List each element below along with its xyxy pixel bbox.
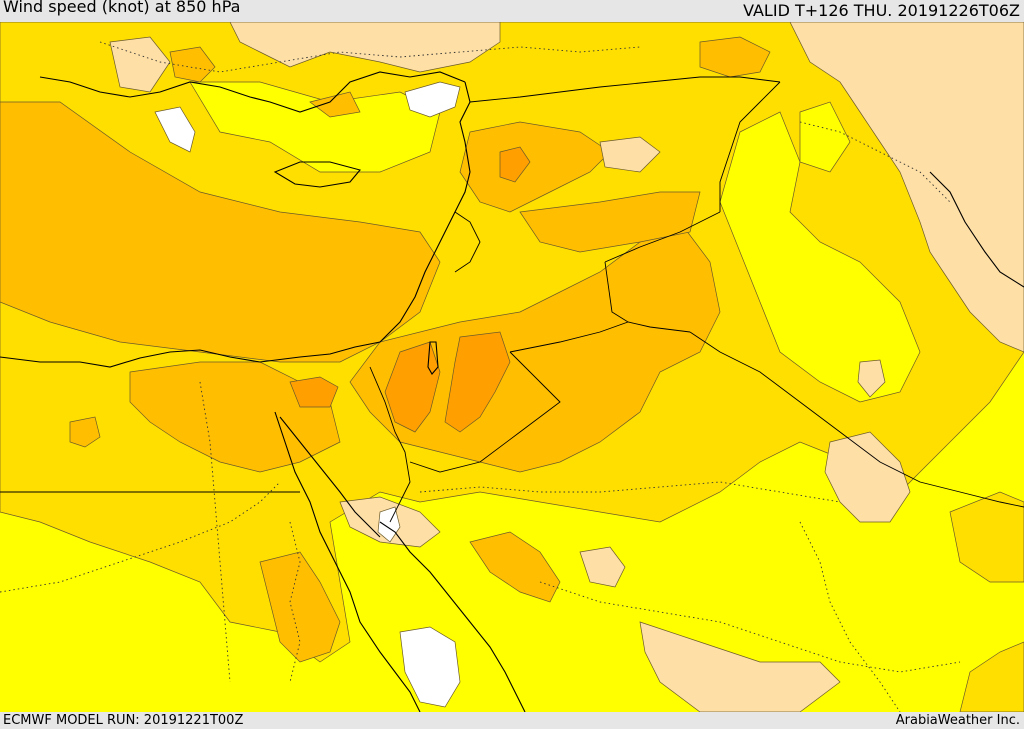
border-israel-egypt (369, 366, 411, 523)
admin-line-sinai (289, 521, 301, 683)
border-jordan-saudi (509, 321, 629, 353)
band-calm-sudan (399, 626, 461, 708)
model-run-label: ECMWF MODEL RUN: 20191221T00Z (3, 713, 244, 728)
band-amber-red-sea (469, 531, 561, 603)
valid-time: VALID T+126 THU. 20191226T06Z (743, 1, 1020, 20)
credit-label: ArabiaWeather Inc. (895, 713, 1020, 728)
border-saudi-iraq (689, 331, 1024, 508)
admin-line-turkey (99, 41, 641, 73)
band-calm-taurus (404, 81, 461, 118)
coastline-cyprus (273, 161, 361, 188)
band-light-syria-desert (599, 136, 661, 173)
border-syria-lebanon (454, 211, 481, 273)
border-turkey-syria (469, 76, 781, 103)
band-yellow-arabia (719, 111, 921, 403)
admin-line-egypt-nile (199, 381, 231, 683)
admin-line-saudi-1 (419, 481, 841, 503)
map-footer: ECMWF MODEL RUN: 20191221T00Z ArabiaWeat… (0, 712, 1024, 729)
map-title: Wind speed (knot) at 850 hPa (3, 0, 241, 16)
band-orange-delta (289, 376, 339, 408)
map-header: Wind speed (knot) at 850 hPa VALID T+126… (0, 0, 1024, 22)
band-amber-syria (459, 121, 611, 213)
admin-line-saudi-2 (539, 581, 961, 673)
border-syria-iraq (604, 211, 721, 263)
band-gold-south-east (949, 491, 1024, 583)
band-orange-dead-sea (384, 341, 441, 433)
coastline-gulf-of-suez (279, 416, 381, 538)
admin-line-saudi-3 (799, 521, 901, 712)
band-orange-jordan-core (444, 331, 511, 433)
band-yellow-iraq (799, 101, 851, 173)
border-jordan-saudi-south (409, 351, 561, 473)
admin-line-iran (799, 121, 951, 203)
coastline-dead-sea (427, 341, 439, 375)
coastline-mediterranean-south (0, 81, 471, 368)
band-amber-jordan (519, 191, 701, 253)
band-light-iran (789, 22, 1024, 353)
band-calm-aegean (154, 106, 196, 153)
coastline-persian-gulf (929, 171, 1024, 288)
band-amber-mediterranean (0, 101, 441, 363)
wind-speed-map (0, 22, 1024, 712)
band-light-saudi-south (639, 621, 841, 712)
band-light-saudi-north (824, 431, 911, 523)
band-yellow-north (189, 81, 441, 173)
band-orange-lebanon (499, 146, 531, 183)
band-gold-south-corner (959, 641, 1024, 712)
band-amber-sinai (259, 551, 341, 663)
band-amber-east (699, 36, 771, 78)
coastline-turkey-south (39, 71, 466, 113)
coastline-red-sea-west (274, 411, 421, 712)
band-light-red-sea-coast (579, 546, 626, 588)
border-iraq-east (719, 81, 781, 212)
band-light-small-east (857, 359, 886, 398)
band-calm-aqaba-gulf (377, 506, 401, 543)
coastline-red-sea-east (379, 521, 526, 712)
band-amber-small-1 (69, 416, 101, 448)
band-light-northwest (109, 36, 171, 93)
band-amber-cyprus-patch (169, 46, 216, 83)
